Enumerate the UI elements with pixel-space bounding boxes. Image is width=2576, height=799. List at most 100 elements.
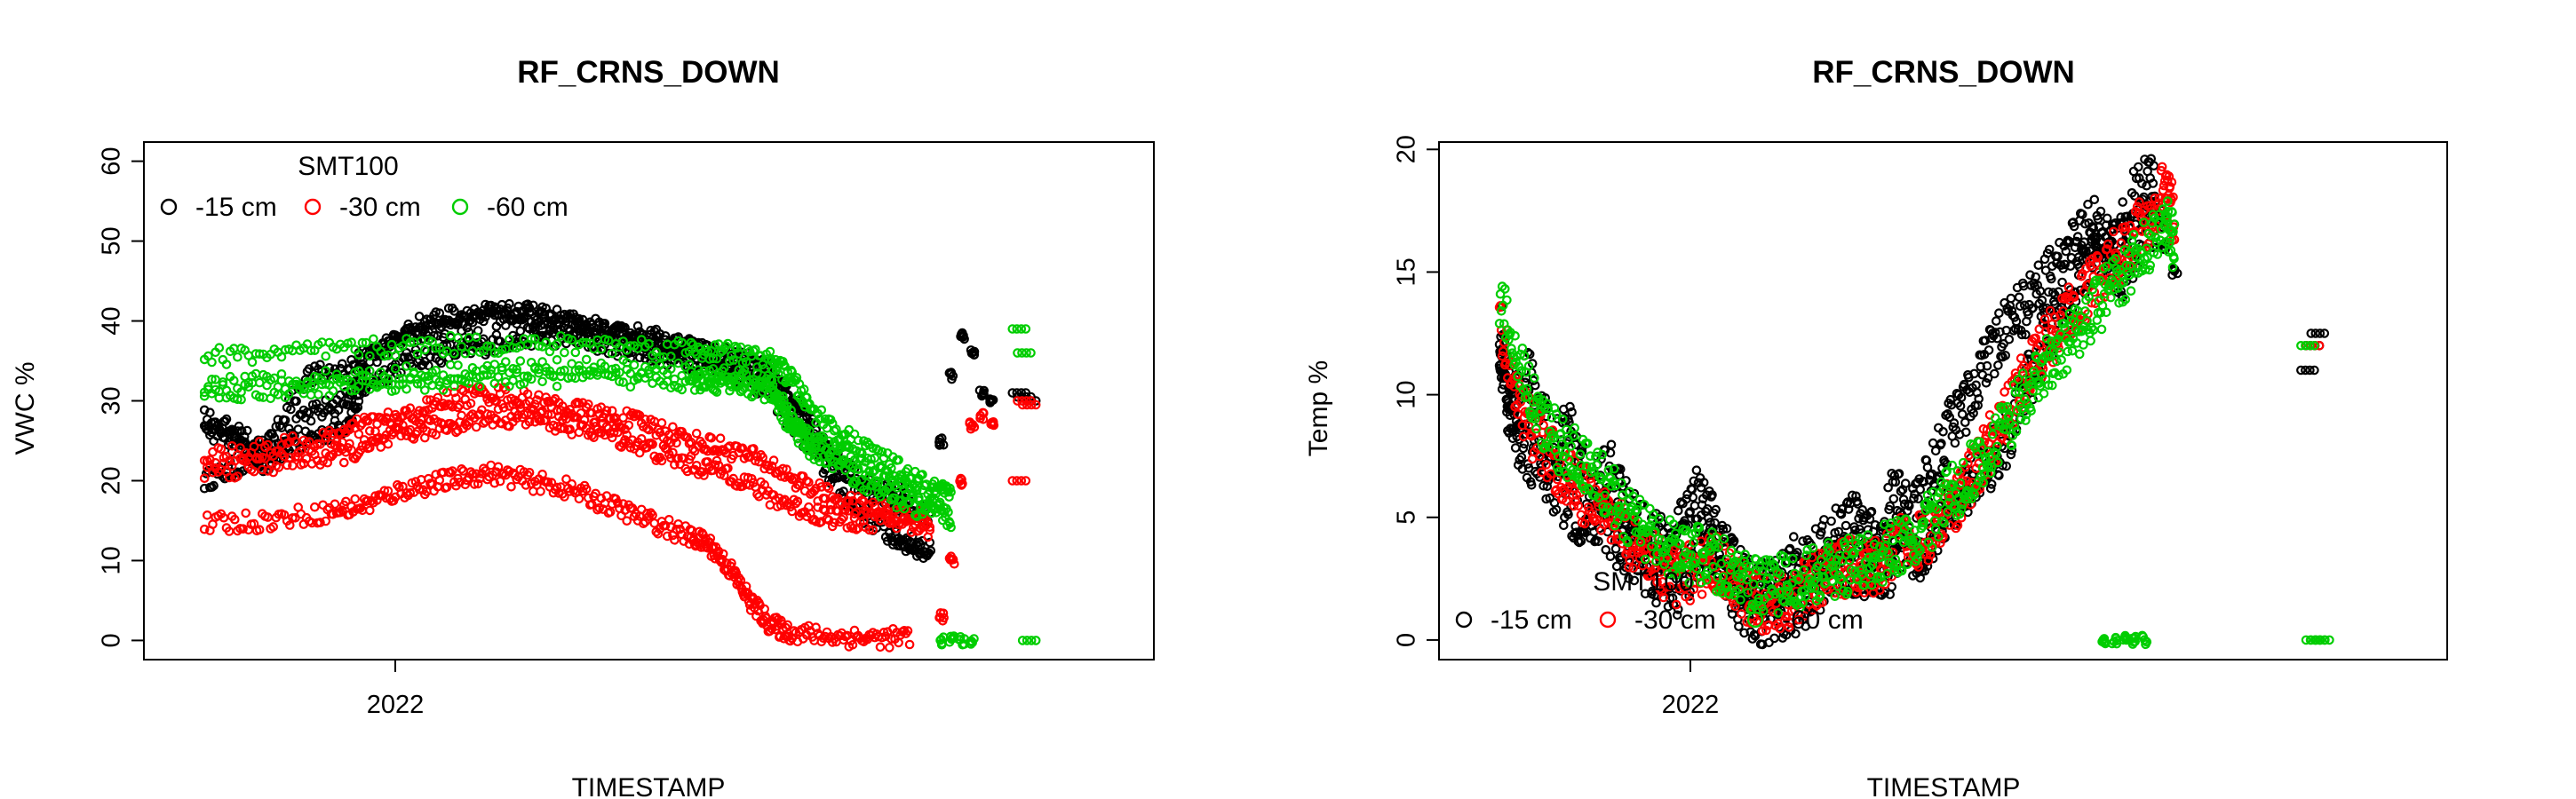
data-point: [581, 354, 592, 365]
data-point: [315, 518, 325, 527]
data-point: [957, 329, 966, 339]
data-point: [935, 439, 945, 450]
data-point: [233, 426, 242, 436]
data-point: [229, 514, 240, 525]
data-point: [355, 502, 366, 513]
data-point: [662, 531, 672, 542]
data-point: [199, 524, 210, 534]
data-point: [655, 328, 665, 339]
data-point: [904, 639, 915, 650]
data-point: [1841, 520, 1851, 531]
data-point: [543, 477, 553, 487]
data-point: [591, 488, 600, 499]
data-point: [321, 351, 330, 361]
data-point: [1605, 551, 1616, 561]
data-point: [1984, 345, 1994, 355]
data-point: [269, 432, 280, 443]
data-point: [502, 303, 513, 313]
y-tick-label: 30: [98, 386, 126, 415]
data-point: [664, 514, 674, 525]
data-point: [434, 356, 445, 366]
data-point: [402, 323, 411, 334]
data-point: [441, 482, 452, 493]
data-point: [233, 471, 242, 481]
y-tick-label: 20: [98, 466, 126, 494]
data-point: [946, 368, 957, 377]
data-point: [926, 545, 936, 556]
data-point: [199, 473, 210, 483]
data-point: [489, 478, 500, 488]
data-point: [613, 498, 623, 508]
data-point: [813, 629, 823, 638]
data-point: [447, 466, 457, 476]
data-point: [205, 407, 215, 417]
data-point: [638, 518, 648, 528]
data-point: [570, 347, 581, 358]
data-point: [254, 525, 265, 534]
data-point: [1950, 438, 1960, 448]
data-point: [1510, 443, 1521, 453]
data-point: [203, 510, 212, 520]
data-point: [2006, 293, 2016, 304]
legend-entry: -60 cm: [487, 193, 568, 222]
data-point: [424, 360, 433, 371]
data-point: [500, 357, 511, 367]
data-point: [545, 309, 555, 319]
data-point: [546, 478, 557, 487]
data-point: [1990, 368, 2000, 379]
data-point: [362, 495, 373, 506]
data-point: [902, 626, 913, 636]
data-point: [268, 522, 278, 532]
data-point: [457, 463, 466, 474]
data-point: [1691, 465, 1702, 475]
data-point: [506, 481, 516, 492]
data-point: [672, 524, 681, 534]
series-neg30cm: [199, 382, 1041, 653]
data-point: [419, 385, 430, 395]
data-point: [505, 298, 514, 309]
data-point: [330, 499, 340, 510]
data-points: [199, 298, 1041, 653]
legend-marker: [451, 198, 469, 216]
data-point: [280, 415, 290, 425]
data-point: [364, 505, 375, 516]
data-point: [574, 494, 584, 504]
y-axis-label: VWC %: [11, 362, 40, 455]
data-point: [473, 479, 483, 489]
data-point: [705, 534, 716, 543]
chart-title: RF_CRNS_DOWN: [1812, 55, 2075, 90]
data-point: [219, 512, 229, 523]
data-point: [537, 376, 547, 387]
data-point: [2004, 334, 2015, 344]
data-point: [515, 356, 526, 366]
data-point: [351, 404, 362, 414]
data-point: [469, 479, 480, 489]
data-point: [536, 487, 545, 496]
data-point: [354, 429, 364, 439]
data-point: [648, 510, 657, 520]
data-point: [2033, 260, 2044, 270]
legend: SMT100-15 cm -30 cm -60 cm: [160, 152, 568, 222]
data-point: [306, 415, 316, 426]
data-point: [600, 319, 610, 328]
data-point: [354, 396, 364, 407]
data-point: [453, 360, 463, 370]
data-point: [221, 414, 232, 424]
data-point: [405, 487, 416, 498]
data-point: [449, 306, 459, 316]
data-point: [966, 348, 977, 359]
data-point: [592, 504, 602, 515]
data-point: [350, 494, 360, 504]
y-tick-label: 60: [98, 146, 126, 175]
data-point: [561, 474, 571, 484]
data-point: [337, 505, 347, 516]
data-point: [691, 428, 702, 439]
legend-marker: [160, 198, 178, 216]
data-point: [400, 352, 409, 362]
data-point: [751, 611, 761, 621]
data-point: [987, 395, 997, 406]
data-point: [1928, 438, 1938, 448]
data-point: [656, 418, 667, 428]
